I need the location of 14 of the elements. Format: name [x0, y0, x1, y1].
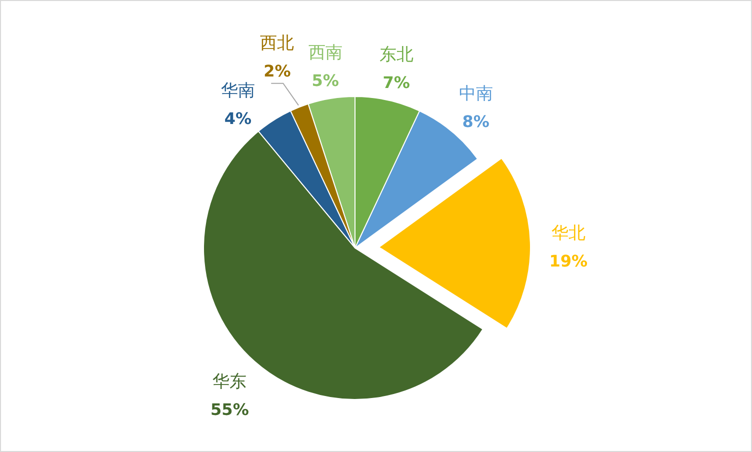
data-label: 7%	[382, 73, 410, 92]
slice-label: 西北	[260, 33, 294, 54]
slice-label: 东北	[379, 45, 414, 66]
data-label: 5%	[312, 70, 339, 90]
data-label: 8%	[462, 112, 490, 131]
slice-label: 华北	[551, 223, 586, 244]
slice-label: 中南	[458, 84, 493, 104]
data-label: 2%	[264, 61, 291, 80]
slice-label: 华南	[220, 80, 255, 101]
slice-label: 华东	[212, 372, 247, 392]
slice-label: 西南	[308, 42, 342, 63]
data-label: 55%	[210, 400, 249, 420]
data-label: 19%	[549, 251, 588, 270]
data-label: 4%	[224, 108, 252, 128]
